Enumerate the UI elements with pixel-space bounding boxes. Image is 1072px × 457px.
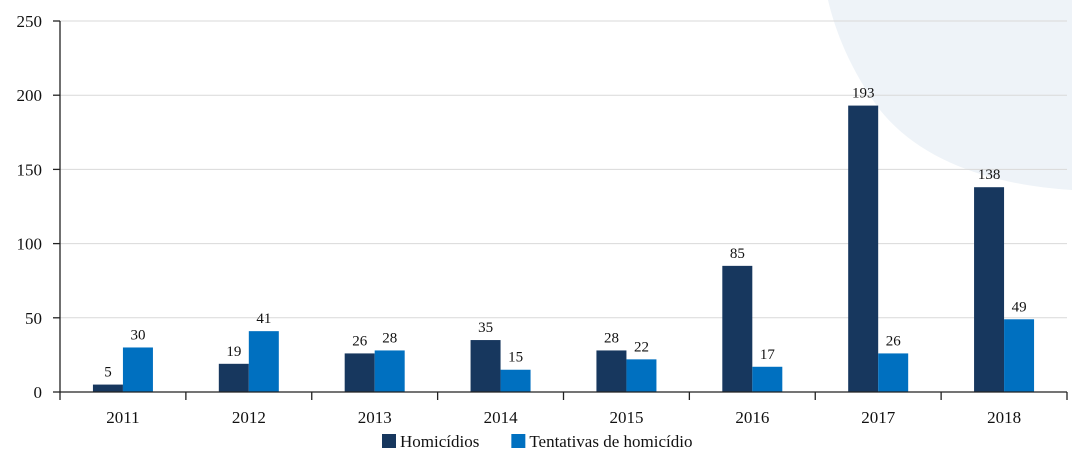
data-label: 22 (634, 339, 649, 355)
bar (848, 105, 879, 392)
data-label: 85 (730, 246, 745, 262)
x-tick-label: 2017 (861, 408, 896, 427)
data-label: 30 (130, 327, 145, 343)
data-label: 28 (604, 330, 619, 346)
bar (470, 340, 501, 392)
data-labels: 5 30 19 41 26 28 35 15 28 22 85 17 193 26 138 49 (104, 86, 1026, 381)
y-tick-label: 50 (25, 309, 42, 328)
bar (626, 359, 657, 392)
x-tick-label: 2011 (106, 408, 139, 427)
data-label: 28 (382, 330, 397, 346)
bar (248, 331, 279, 392)
bar (92, 384, 123, 392)
bar (878, 353, 909, 392)
bar (596, 350, 627, 392)
y-tick-label: 250 (17, 12, 43, 31)
legend-label: Tentativas de homicídio (529, 432, 692, 451)
data-label: 35 (478, 320, 493, 336)
bar (344, 353, 375, 392)
legend-swatch (511, 434, 526, 448)
x-tick-label: 2014 (484, 408, 519, 427)
axes: 0 50 100 150 200 250 2011 2012 2013 2014 2015 2016 2… (17, 12, 1068, 427)
legend-label: Homicídios (400, 432, 479, 451)
data-label: 138 (978, 167, 1001, 183)
data-label: 15 (508, 350, 523, 366)
y-tick-label: 150 (17, 160, 43, 179)
y-tick-label: 0 (34, 383, 43, 402)
bars (92, 105, 1035, 392)
y-tick-label: 200 (17, 86, 43, 105)
legend: Homicídios Tentativas de homicídio (382, 432, 692, 451)
x-tick-label: 2012 (232, 408, 266, 427)
data-label: 41 (256, 311, 271, 327)
x-tick-label: 2015 (609, 408, 643, 427)
x-tick-label: 2016 (735, 408, 769, 427)
data-label: 17 (760, 347, 776, 363)
data-label: 26 (886, 333, 902, 349)
bar (374, 350, 405, 392)
bar (752, 366, 783, 392)
data-label: 5 (104, 365, 112, 381)
data-label: 49 (1012, 299, 1027, 315)
bar (722, 265, 753, 392)
data-label: 193 (852, 86, 875, 102)
legend-swatch (382, 434, 396, 448)
bar (122, 347, 153, 392)
data-label: 26 (352, 333, 368, 349)
bar (500, 369, 531, 392)
bar (218, 363, 249, 392)
x-tick-label: 2018 (987, 408, 1021, 427)
gridlines (60, 20, 1067, 319)
data-label: 19 (226, 344, 241, 360)
bar (974, 187, 1005, 392)
bar (1004, 319, 1035, 392)
y-tick-label: 100 (17, 235, 43, 254)
x-tick-label: 2013 (358, 408, 392, 427)
